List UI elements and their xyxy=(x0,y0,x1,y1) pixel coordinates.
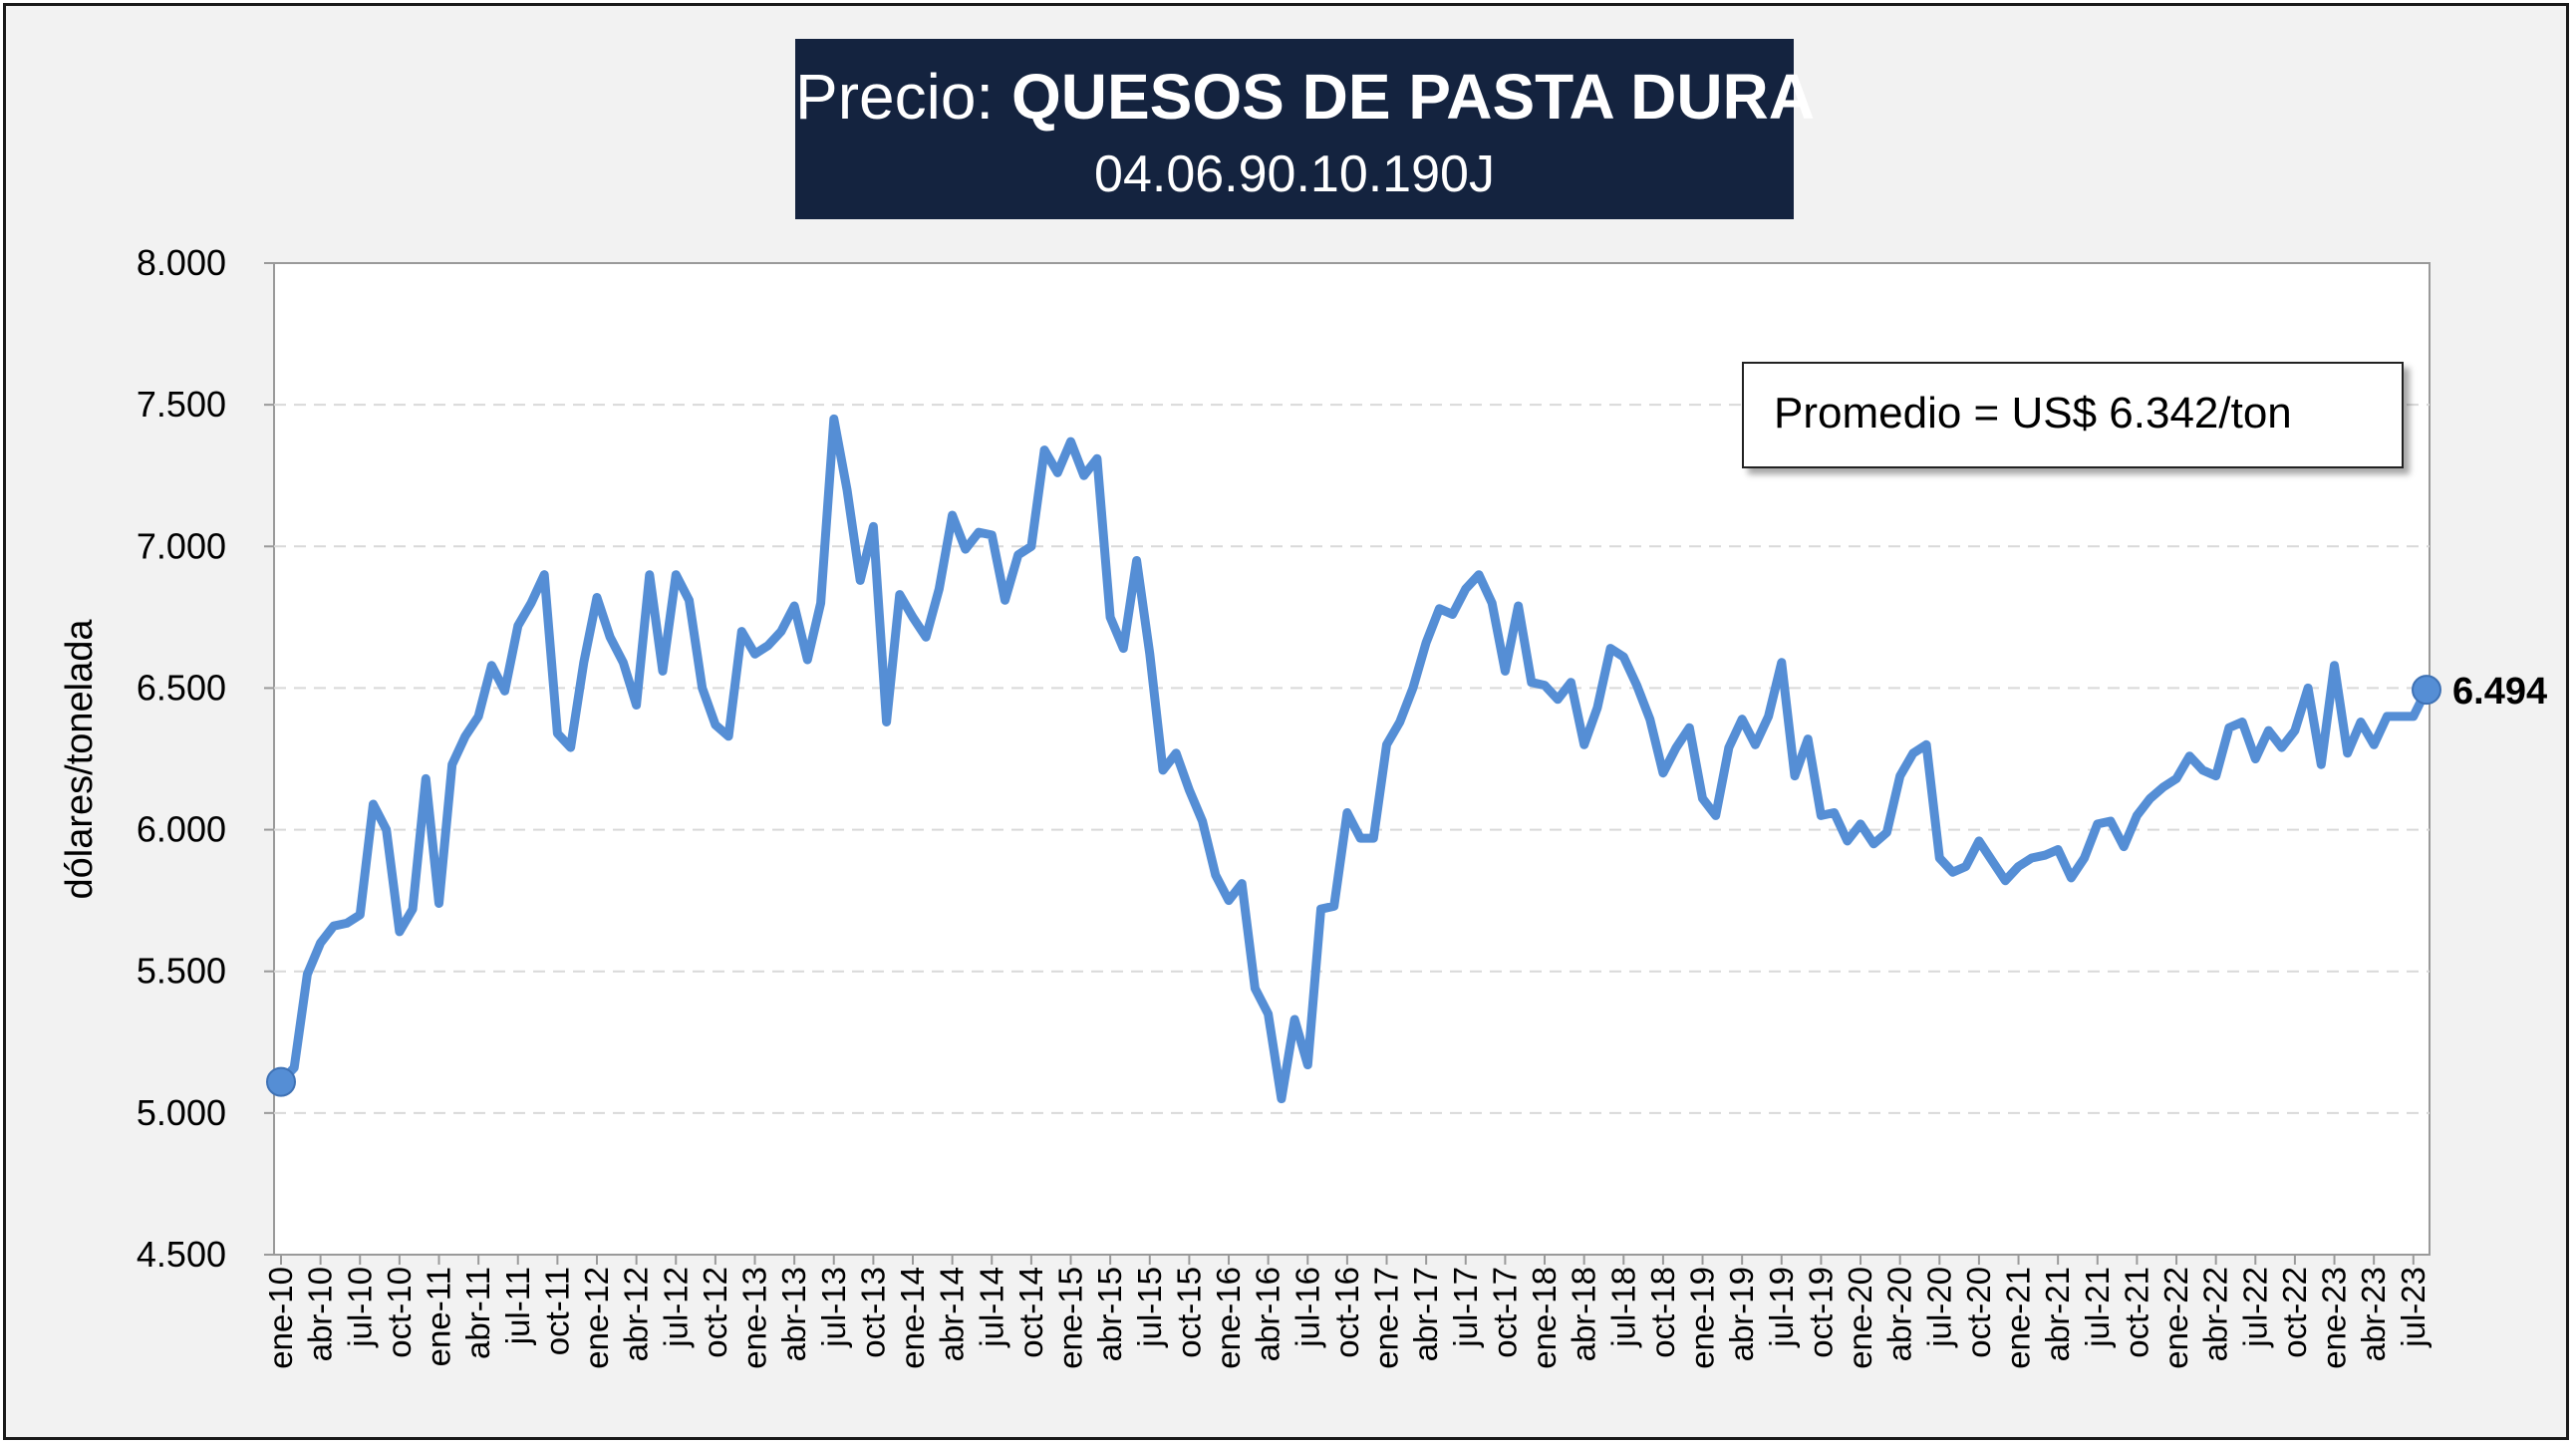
x-tick-label: jul-19 xyxy=(1763,1267,1800,1348)
x-tick-label: ene-22 xyxy=(2157,1267,2194,1369)
x-tick-label: oct-13 xyxy=(854,1267,891,1358)
x-tick-label: oct-20 xyxy=(1960,1267,1997,1358)
x-tick-label: ene-15 xyxy=(1052,1267,1089,1369)
x-tick-label: jul-17 xyxy=(1447,1267,1484,1348)
x-tick-label: abr-22 xyxy=(2197,1267,2234,1361)
x-tick-label: abr-10 xyxy=(302,1267,339,1361)
average-annotation: Promedio = US$ 6.342/ton xyxy=(1742,362,2404,468)
x-tick-label: ene-14 xyxy=(894,1267,931,1369)
y-tick-label: 8.000 xyxy=(137,242,226,283)
series-group: 6.494 xyxy=(266,414,2547,1104)
y-tick-label: 5.000 xyxy=(137,1092,226,1133)
x-tick-label: jul-18 xyxy=(1604,1267,1641,1348)
x-tick-label: ene-16 xyxy=(1210,1267,1247,1369)
x-axis-ticks: ene-10 abr-10 jul-10 oct-10 ene-11 abr-11 jul-… xyxy=(262,1255,2432,1369)
last-point-marker xyxy=(2412,675,2441,706)
x-tick-label: abr-21 xyxy=(2039,1267,2076,1361)
x-tick-label: jul-14 xyxy=(973,1267,1009,1348)
y-tick-label: 6.000 xyxy=(137,809,226,850)
x-tick-label: jul-15 xyxy=(1131,1267,1168,1348)
y-tick-label: 5.500 xyxy=(137,951,226,992)
y-axis-title: dólares/tonelada xyxy=(59,619,101,900)
x-tick-label: abr-18 xyxy=(1566,1267,1602,1361)
title-product: QUESOS DE PASTA DURA xyxy=(1010,61,1815,133)
x-tick-label: abr-23 xyxy=(2355,1267,2392,1361)
last-value-label: 6.494 xyxy=(2452,671,2547,713)
chart-title: Precio: QUESOS DE PASTA DURA xyxy=(795,57,1815,137)
x-tick-label: abr-20 xyxy=(1881,1267,1918,1361)
x-tick-label: jul-16 xyxy=(1288,1267,1325,1348)
x-tick-label: jul-10 xyxy=(341,1267,378,1348)
x-tick-label: jul-21 xyxy=(2079,1267,2116,1348)
x-tick-label: oct-14 xyxy=(1012,1267,1049,1358)
x-tick-label: ene-11 xyxy=(421,1267,457,1366)
x-tick-label: jul-20 xyxy=(1920,1267,1957,1348)
x-tick-label: ene-13 xyxy=(736,1267,773,1369)
y-axis-ticks: 4.500 5.000 5.500 6.000 6.500 7.000 7.500 8.000 xyxy=(137,242,274,1275)
y-tick-label: 6.500 xyxy=(137,667,226,708)
x-tick-label: oct-19 xyxy=(1802,1267,1839,1358)
x-tick-label: ene-23 xyxy=(2316,1267,2353,1369)
x-tick-label: oct-16 xyxy=(1328,1267,1365,1358)
x-tick-label: ene-19 xyxy=(1684,1267,1721,1369)
title-prefix: Precio: xyxy=(795,61,1011,133)
x-tick-label: abr-13 xyxy=(775,1267,812,1361)
x-tick-label: abr-19 xyxy=(1723,1267,1760,1361)
x-tick-label: jul-23 xyxy=(2395,1267,2432,1348)
x-tick-label: ene-10 xyxy=(262,1267,299,1369)
x-tick-label: jul-12 xyxy=(657,1267,694,1348)
x-tick-label: oct-17 xyxy=(1486,1267,1523,1358)
x-tick-label: jul-13 xyxy=(815,1267,852,1348)
x-tick-label: oct-22 xyxy=(2276,1267,2313,1358)
x-tick-label: abr-17 xyxy=(1407,1267,1444,1361)
x-tick-label: ene-21 xyxy=(2000,1267,2037,1369)
x-tick-label: oct-21 xyxy=(2118,1267,2154,1358)
x-tick-label: ene-20 xyxy=(1842,1267,1878,1369)
first-point-marker xyxy=(266,1066,296,1097)
x-tick-label: oct-10 xyxy=(381,1267,418,1358)
x-tick-label: abr-11 xyxy=(459,1267,496,1359)
x-tick-label: abr-15 xyxy=(1091,1267,1128,1361)
average-text: Promedio = US$ 6.342/ton xyxy=(1774,389,2292,437)
y-tick-label: 7.000 xyxy=(137,525,226,566)
chart-title-box: Precio: QUESOS DE PASTA DURA 04.06.90.10… xyxy=(795,39,1815,219)
x-tick-label: oct-18 xyxy=(1644,1267,1681,1358)
x-tick-label: jul-22 xyxy=(2236,1267,2273,1348)
x-tick-label: abr-16 xyxy=(1250,1267,1287,1361)
y-tick-label: 7.500 xyxy=(137,384,226,425)
x-tick-label: oct-11 xyxy=(538,1267,575,1355)
x-tick-label: ene-18 xyxy=(1526,1267,1563,1369)
x-tick-label: jul-11 xyxy=(499,1267,536,1345)
x-tick-label: abr-12 xyxy=(618,1267,655,1361)
x-tick-label: oct-15 xyxy=(1170,1267,1207,1358)
y-tick-label: 4.500 xyxy=(137,1234,226,1275)
price-series-line xyxy=(276,414,2432,1104)
x-tick-label: oct-12 xyxy=(697,1267,733,1358)
product-code: 04.06.90.10.190J xyxy=(1094,145,1495,203)
x-tick-label: ene-12 xyxy=(578,1267,615,1369)
x-tick-label: abr-14 xyxy=(934,1267,971,1361)
x-tick-label: ene-17 xyxy=(1368,1267,1405,1369)
